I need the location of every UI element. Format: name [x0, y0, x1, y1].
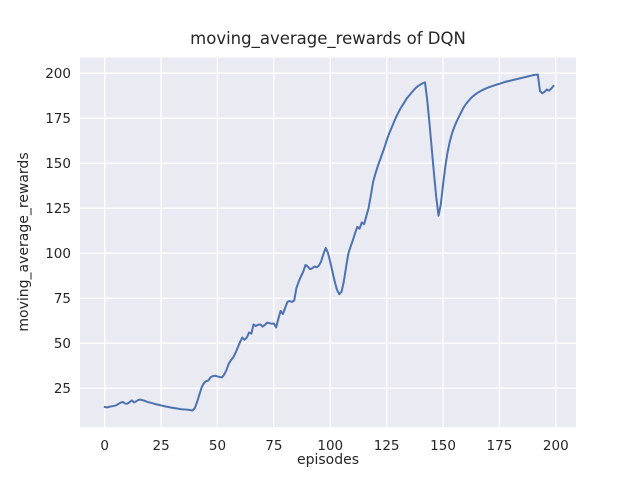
y-tick-label: 100 [45, 246, 71, 262]
x-tick-label: 175 [487, 438, 513, 454]
y-tick-label: 125 [45, 201, 71, 217]
x-tick-label: 25 [152, 438, 169, 454]
chart-title: moving_average_rewards of DQN [190, 29, 466, 48]
x-tick-label: 75 [265, 438, 282, 454]
y-tick-label: 75 [54, 291, 71, 307]
x-tick-label: 150 [430, 438, 456, 454]
x-tick-label: 200 [543, 438, 569, 454]
y-tick-label: 175 [45, 111, 71, 127]
y-tick-label: 25 [54, 381, 71, 397]
y-tick-label: 50 [54, 336, 71, 352]
x-tick-label: 125 [374, 438, 400, 454]
y-tick-label: 150 [45, 156, 71, 172]
x-tick-label: 50 [209, 438, 226, 454]
x-tick-label: 0 [100, 438, 109, 454]
data-line-dqn [103, 73, 555, 412]
x-axis-label: episodes [296, 452, 360, 468]
plot-area [80, 57, 576, 428]
y-axis-label: moving_average_rewards [16, 152, 32, 332]
x-tick-label: 100 [317, 438, 343, 454]
y-tick-label: 200 [45, 66, 71, 82]
